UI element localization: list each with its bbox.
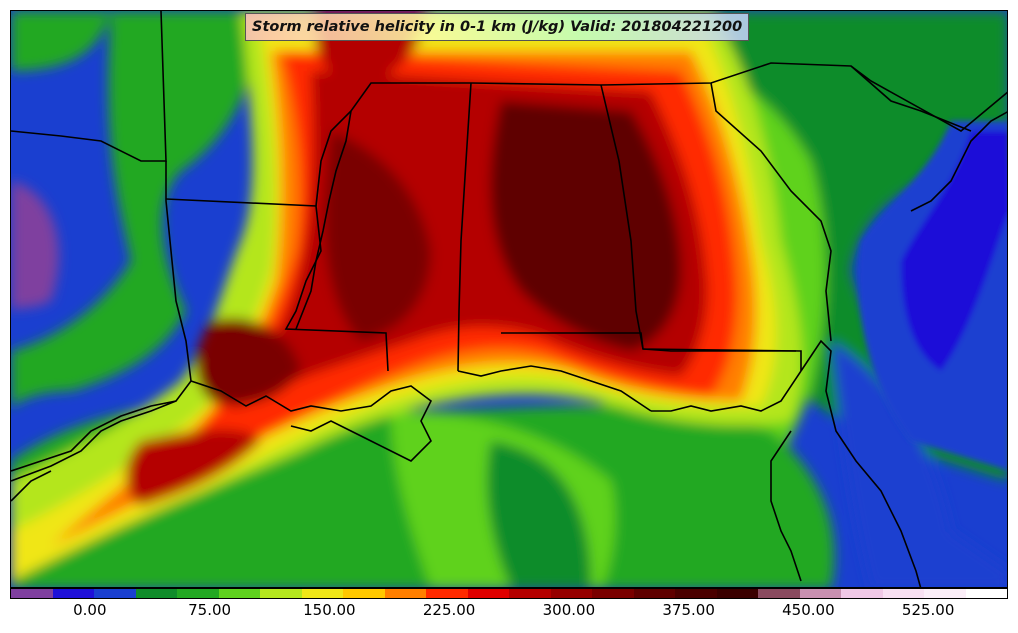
colorbar-swatch — [633, 589, 675, 598]
colorbar-tick-label: 450.00 — [782, 601, 835, 619]
colorbar-swatch — [11, 589, 53, 598]
colorbar-swatch — [799, 589, 841, 598]
colorbar-swatch — [965, 589, 1007, 598]
colorbar-swatch — [135, 589, 177, 598]
colorbar-tick-label: 300.00 — [542, 601, 596, 619]
atlantic-field — [858, 121, 1007, 471]
colorbar-swatch — [924, 589, 966, 598]
colorbar-swatch — [301, 589, 343, 598]
helicity-map — [10, 10, 1008, 588]
colorbar-tick-label: 150.00 — [303, 601, 356, 619]
colorbar-tick-label: 525.00 — [901, 601, 955, 619]
map-canvas — [11, 11, 1007, 587]
colorbar-swatch — [592, 589, 634, 598]
colorbar-swatch — [882, 589, 924, 598]
colorbar-swatch — [343, 589, 385, 598]
colorbar-swatch — [52, 589, 94, 598]
colorbar-swatch — [426, 589, 468, 598]
colorbar-tick-label: 0.00 — [73, 601, 107, 619]
colorbar-swatch — [758, 589, 800, 598]
helicity-field — [11, 11, 1007, 587]
map-title: Storm relative helicity in 0-1 km (J/kg)… — [245, 13, 750, 41]
colorbar-swatch — [509, 589, 551, 598]
colorbar-tick-label: 375.00 — [662, 601, 715, 619]
colorbar-swatch — [550, 589, 592, 598]
colorbar-swatch — [94, 589, 136, 598]
colorbar-swatch — [260, 589, 302, 598]
colorbar-tick-label: 75.00 — [188, 601, 232, 619]
state-borders — [11, 11, 1007, 587]
colorbar-swatch — [384, 589, 426, 598]
colorbar-ticks: 0.00 75.00 150.00 225.00 300.00 375.00 450.00 5… — [10, 601, 1008, 625]
colorbar — [10, 588, 1008, 599]
colorbar-swatch — [716, 589, 758, 598]
colorbar-swatch — [177, 589, 219, 598]
colorbar-swatch — [841, 589, 883, 598]
colorbar-tick-label: 225.00 — [422, 601, 476, 619]
colorbar-swatch — [467, 589, 509, 598]
colorbar-swatch — [675, 589, 717, 598]
colorbar-swatch — [218, 589, 260, 598]
